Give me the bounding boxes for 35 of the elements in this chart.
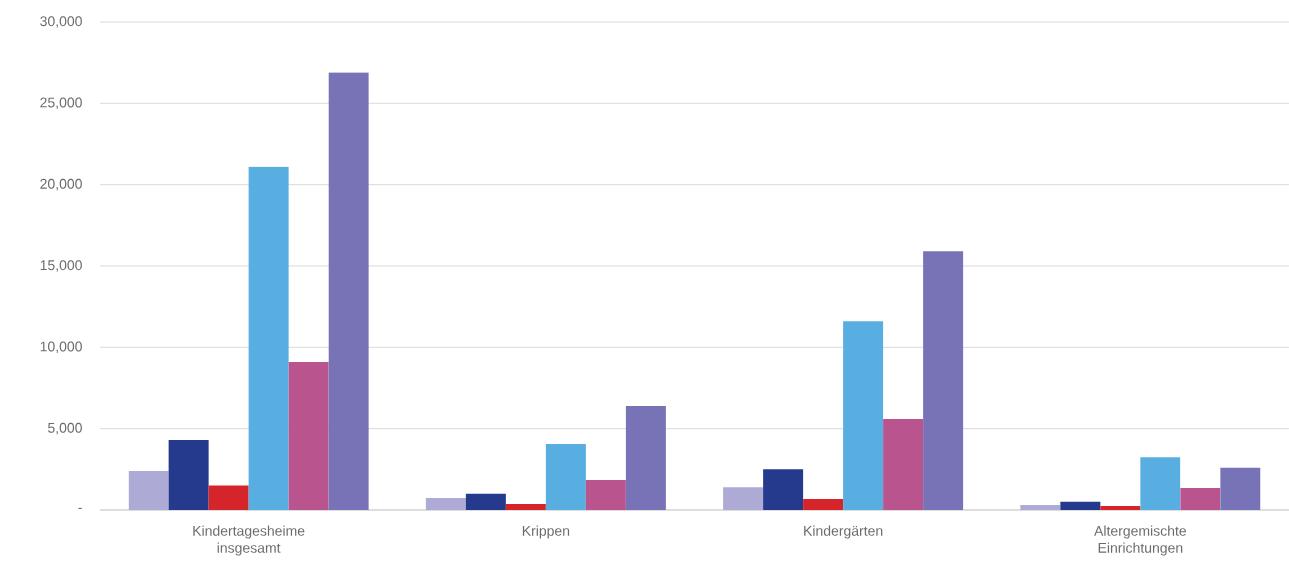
bar <box>248 166 289 510</box>
x-tick-label: Kindergärten <box>804 525 883 539</box>
bar <box>425 497 466 510</box>
bar <box>288 361 329 510</box>
bar <box>1180 488 1221 510</box>
bar <box>545 444 586 510</box>
bar <box>1060 501 1101 510</box>
bar <box>585 479 626 510</box>
x-tick-label: Altergemischte Einrichtungen <box>1094 525 1187 556</box>
x-tick-label: Krippen <box>522 525 570 539</box>
bar <box>923 251 964 510</box>
y-tick-label: 30,000 <box>40 16 82 28</box>
bar <box>1220 467 1261 510</box>
bar <box>1140 457 1181 510</box>
bar <box>763 469 804 510</box>
y-tick-label: 15,000 <box>40 260 82 272</box>
bar <box>625 405 666 510</box>
y-tick-label: 10,000 <box>40 341 82 354</box>
bar <box>803 498 844 510</box>
bar <box>168 440 209 510</box>
bar <box>208 485 249 510</box>
bar <box>505 503 546 510</box>
y-tick-label: 20,000 <box>40 178 82 191</box>
bar <box>1100 505 1141 510</box>
x-tick-label: Kindertagesheime insgesamt <box>193 525 305 556</box>
y-tick-label: 25,000 <box>40 97 82 110</box>
bar <box>843 321 884 510</box>
bar <box>1020 505 1061 510</box>
bar <box>328 72 369 510</box>
bar <box>128 470 169 510</box>
y-tick-label: - <box>78 507 82 509</box>
bar <box>883 418 924 510</box>
bar <box>723 487 764 510</box>
y-tick-label: 5,000 <box>48 422 82 435</box>
bar <box>465 493 506 510</box>
